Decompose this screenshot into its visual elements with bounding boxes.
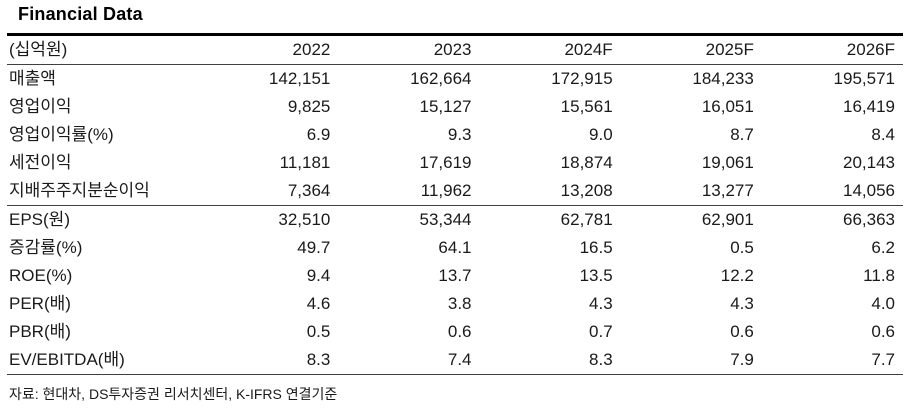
cell-value: 12.2 (720, 266, 754, 285)
cell-value: 4.0 (871, 294, 895, 313)
column-header-2024f: 2024F (564, 40, 613, 59)
cell-value: 16,419 (843, 97, 895, 116)
cell-value: 0.6 (447, 322, 472, 341)
row-label: EV/EBITDA(배) (9, 350, 125, 369)
cell-value: 13.5 (579, 266, 613, 285)
cell-value: 15,561 (560, 97, 613, 116)
cell-value: 64.1 (438, 238, 472, 257)
row-label: 영업이익률(%) (9, 125, 114, 144)
column-header-2022: 2022 (292, 40, 331, 59)
cell-value: 11,962 (420, 181, 472, 200)
cell-value: 9.4 (306, 266, 331, 285)
cell-value: 53,344 (419, 210, 472, 229)
row-label: EPS(원) (9, 210, 70, 229)
cell-value: 4.3 (589, 294, 613, 313)
cell-value: 16.5 (579, 238, 613, 257)
column-header-2026f: 2026F (846, 40, 895, 59)
cell-value: 7.7 (871, 350, 895, 369)
column-header-2025f: 2025F (705, 40, 754, 59)
cell-value: 62,901 (701, 210, 754, 229)
row-label: 세전이익 (9, 153, 72, 172)
cell-value: 17,619 (419, 153, 472, 172)
cell-value: 8.7 (730, 125, 754, 144)
financial-data-table: (십억원) 2022 2023 2024F 2025F 2026F 매출액 142… (7, 33, 903, 375)
cell-value: 13,208 (560, 181, 613, 200)
table-row: PER(배) 4.6 3.8 4.3 4.3 4.0 (7, 290, 903, 318)
cell-value: 8.3 (589, 350, 613, 369)
cell-value: 195,571 (833, 69, 895, 88)
row-label: 영업이익 (9, 97, 72, 116)
table-row: 증감률(%) 49.7 64.1 16.5 0.5 6.2 (7, 234, 903, 262)
cell-value: 9.3 (447, 125, 472, 144)
page-title: Financial Data (18, 4, 143, 24)
cell-value: 6.2 (871, 238, 895, 257)
cell-value: 19,061 (701, 153, 754, 172)
cell-value: 66,363 (843, 210, 895, 229)
cell-value: 0.5 (306, 322, 331, 341)
cell-value: 13,277 (701, 181, 754, 200)
cell-value: 14,056 (843, 181, 895, 200)
row-label: PBR(배) (9, 322, 71, 341)
cell-value: 20,143 (843, 153, 895, 172)
row-label: 증감률(%) (9, 238, 83, 257)
cell-value: 3.8 (447, 294, 472, 313)
table-row: 매출액 142,151 162,664 172,915 184,233 195,571 (7, 65, 903, 94)
cell-value: 7,364 (287, 181, 331, 200)
cell-value: 8.4 (871, 125, 895, 144)
cell-value: 0.5 (730, 238, 754, 257)
cell-value: 62,781 (560, 210, 613, 229)
cell-value: 162,664 (410, 69, 472, 88)
cell-value: 142,151 (268, 69, 331, 88)
cell-value: 32,510 (278, 210, 331, 229)
table-row: ROE(%) 9.4 13.7 13.5 12.2 11.8 (7, 262, 903, 290)
cell-value: 11,181 (279, 153, 331, 172)
cell-value: 4.3 (730, 294, 754, 313)
cell-value: 9.0 (589, 125, 613, 144)
cell-value: 9,825 (287, 97, 331, 116)
cell-value: 7.4 (447, 350, 472, 369)
cell-value: 0.6 (871, 322, 895, 341)
report-page: Financial Data (십억원) 2022 2023 2024F 202… (7, 4, 903, 402)
header-row: (십억원) 2022 2023 2024F 2025F 2026F (7, 35, 903, 65)
source-note: 자료: 현대차, DS투자증권 리서치센터, K-IFRS 연결기준 (9, 386, 338, 402)
cell-value: 8.3 (306, 350, 331, 369)
cell-value: 6.9 (306, 125, 331, 144)
row-label: ROE(%) (9, 266, 73, 285)
table-row: EPS(원) 32,510 53,344 62,781 62,901 66,363 (7, 206, 903, 235)
cell-value: 4.6 (306, 294, 331, 313)
row-label: 지배주주지분순이익 (9, 181, 150, 200)
row-label: PER(배) (9, 294, 71, 313)
cell-value: 11.8 (863, 266, 895, 285)
column-header-2023: 2023 (433, 40, 472, 59)
cell-value: 18,874 (560, 153, 613, 172)
cell-value: 49.7 (297, 238, 331, 257)
unit-label: (십억원) (9, 40, 68, 59)
table-row: 영업이익 9,825 15,127 15,561 16,051 16,419 (7, 93, 903, 121)
row-label: 매출액 (9, 69, 56, 88)
cell-value: 184,233 (692, 69, 754, 88)
table-row: 영업이익률(%) 6.9 9.3 9.0 8.7 8.4 (7, 121, 903, 149)
cell-value: 7.9 (730, 350, 754, 369)
table-row: 세전이익 11,181 17,619 18,874 19,061 20,143 (7, 149, 903, 177)
cell-value: 172,915 (551, 69, 613, 88)
cell-value: 15,127 (419, 97, 472, 116)
cell-value: 16,051 (701, 97, 754, 116)
cell-value: 0.6 (730, 322, 754, 341)
table-row: 지배주주지분순이익 7,364 11,962 13,208 13,277 14,056 (7, 177, 903, 206)
cell-value: 0.7 (589, 322, 613, 341)
table-row: PBR(배) 0.5 0.6 0.7 0.6 0.6 (7, 318, 903, 346)
table-row: EV/EBITDA(배) 8.3 7.4 8.3 7.9 7.7 (7, 346, 903, 375)
cell-value: 13.7 (438, 266, 472, 285)
